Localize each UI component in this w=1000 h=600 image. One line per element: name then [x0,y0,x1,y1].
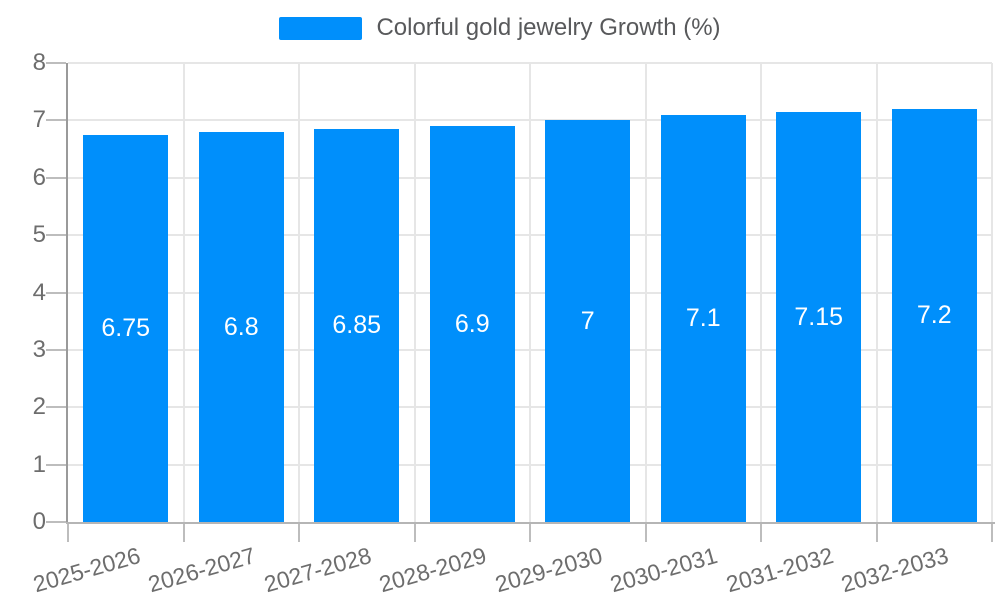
y-axis-tick [46,348,66,351]
gridline-v [644,63,647,522]
y-axis-label: 0 [32,508,46,535]
x-axis-tick [298,524,300,542]
plot-area: 6.75 6.8 6.85 6.9 7 7.1 7.15 7.2 [46,62,995,542]
x-axis-line [66,522,995,524]
x-axis-label: 2029-2030 [492,542,605,598]
bar-value-label: 6.9 [454,310,490,339]
bar[interactable]: 7.2 [891,108,977,522]
y-axis-label: 5 [32,221,46,249]
x-axis-tick [991,524,993,542]
y-axis-tick [46,176,66,179]
bar[interactable]: 7.15 [776,111,862,522]
x-axis-tick [182,524,185,542]
bar-value-label: 7.2 [916,301,952,330]
bar-value-label: 6.85 [332,311,382,340]
x-axis-label: 2028-2029 [376,542,490,598]
y-axis-tick [46,234,66,237]
gridline-v [875,63,878,522]
x-axis-tick [760,524,762,542]
x-axis-label: 2031-2032 [723,542,836,598]
bar[interactable]: 7 [545,120,631,522]
bar-value-label: 6.8 [223,312,259,341]
x-axis-tick [67,524,69,542]
y-axis-label: 6 [32,163,46,191]
gridline-v [991,63,993,522]
y-axis-label: 7 [32,106,46,134]
y-axis-tick [46,119,66,122]
chart-legend[interactable]: Colorful gold jewelry Growth (%) [0,14,1000,42]
y-axis-tick [46,521,66,523]
bar[interactable]: 6.8 [198,131,284,522]
gridline-v [298,63,300,522]
bar-value-label: 7.1 [685,304,721,333]
bar-value-label: 6.75 [101,314,151,343]
gridline-v [413,63,416,522]
y-axis-label: 1 [32,450,46,478]
y-axis-label: 2 [32,393,46,421]
legend-marker[interactable] [279,16,363,40]
bar[interactable]: 6.9 [429,126,515,522]
x-axis-tick [644,524,647,542]
y-axis-label: 8 [32,49,46,76]
y-axis-label: 3 [32,335,46,363]
y-axis-tick [46,62,66,64]
bar-value-label: 7.15 [794,302,844,331]
x-axis-label: 2032-2033 [838,542,952,598]
bar[interactable]: 6.85 [314,128,400,522]
bar[interactable]: 6.75 [83,134,169,522]
x-axis-tick [413,524,416,542]
gridline-v [529,63,531,522]
legend-label[interactable]: Colorful gold jewelry Growth (%) [376,14,721,41]
gridline-v [182,63,185,522]
y-axis-tick [46,406,66,409]
y-axis-line [66,63,68,524]
x-axis-label: 2025-2026 [30,542,143,598]
gridline-v [760,63,762,522]
x-axis-tick [529,524,531,542]
y-axis-tick [46,291,66,294]
y-axis-label: 4 [32,278,46,306]
x-axis-label: 2026-2027 [145,542,259,598]
bar-value-label: 7 [580,307,595,336]
bar[interactable]: 7.1 [660,114,746,522]
x-axis-label: 2027-2028 [261,542,374,598]
x-axis-tick [875,524,878,542]
x-axis-label: 2030-2031 [607,542,721,598]
y-axis-tick [46,463,66,466]
